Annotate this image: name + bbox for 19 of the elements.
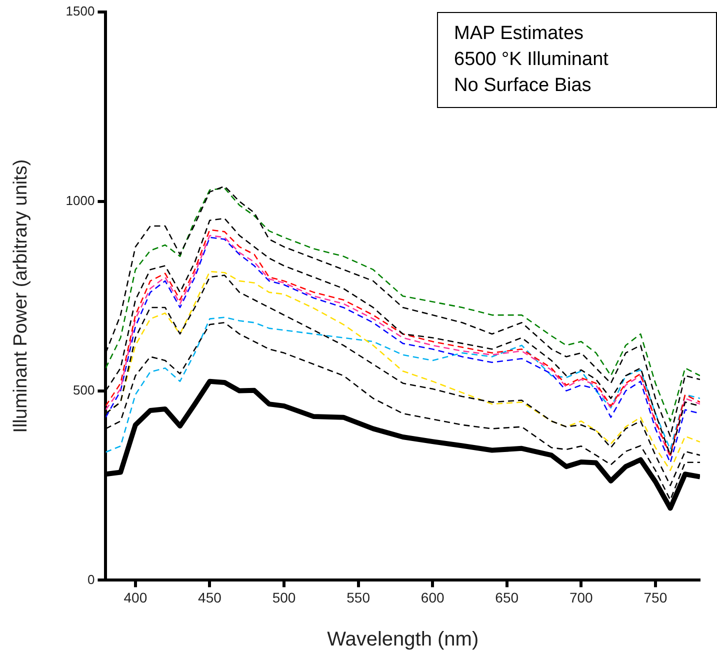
y-tick-label: 500 — [73, 382, 95, 398]
y-axis-title: Illuminant Power (arbitrary units) — [10, 159, 32, 433]
x-tick-label: 450 — [198, 589, 222, 606]
x-axis-title: Wavelength (nm) — [327, 628, 479, 651]
annotation: MAP Estimates — [454, 22, 585, 46]
y-tick-label: 0 — [87, 572, 95, 587]
x-tick-label: 500 — [272, 589, 296, 606]
y-tick-label: 1000 — [66, 192, 95, 208]
text-frame: MAP Estimates 6500 °K Illuminant No Surface Bias — [437, 12, 717, 108]
annotation: No Surface Bias — [454, 74, 592, 98]
y-tick-label: 1500 — [66, 4, 95, 19]
x-tick-label: 600 — [420, 589, 444, 606]
x-tick-label: 650 — [495, 589, 519, 606]
line-series — [106, 316, 700, 453]
x-tick-label: 700 — [569, 589, 594, 606]
x-tick-label: 750 — [644, 589, 668, 606]
x-tick-label: 400 — [124, 589, 148, 606]
annotation: 6500 °K Illuminant — [454, 48, 610, 72]
x-tick-label: 550 — [346, 589, 370, 606]
